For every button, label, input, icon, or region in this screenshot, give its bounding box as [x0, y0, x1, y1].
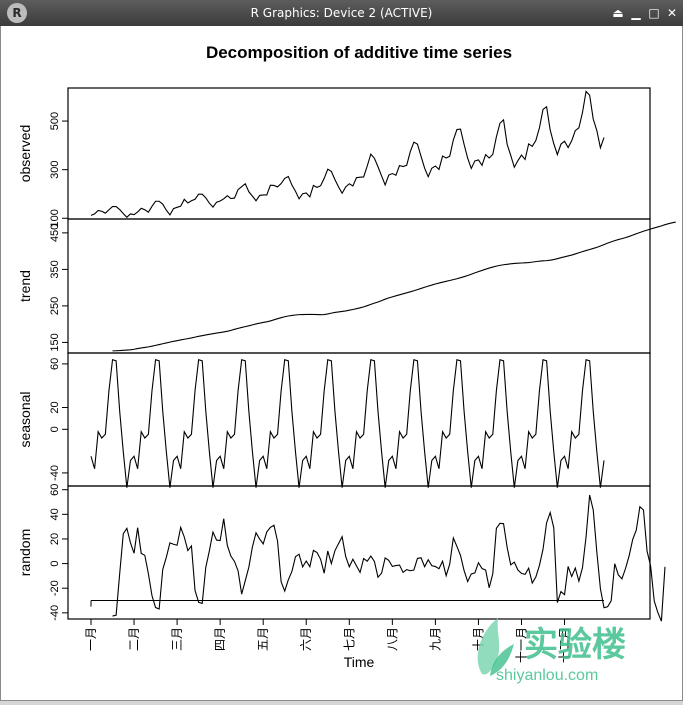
trend-y-tick-label: 150 [49, 333, 61, 351]
trend-line [112, 221, 676, 352]
observed-y-tick-label: 500 [49, 112, 61, 130]
minimize-icon[interactable]: ▁ [631, 6, 641, 20]
x-axis: 一月 二月 三月 四月 五月 六月 七月 八月 九月 十月 十一月 十二月 [84, 619, 572, 663]
x-tick-label: 六月 [299, 627, 313, 651]
observed-y-tick-label: 300 [49, 160, 61, 178]
plot-area: Decomposition of additive time series 10… [0, 26, 683, 701]
x-tick-label: 十二月 [558, 627, 572, 663]
random-y-label: random [17, 529, 33, 576]
close-icon[interactable]: ✕ [666, 6, 678, 20]
seasonal-frame [67, 352, 651, 487]
panel-trend: 150 250 350 450 trend [17, 218, 676, 354]
seasonal-line [90, 359, 605, 488]
x-tick-label: 四月 [213, 627, 227, 651]
panel-random: -40 -20 0 20 40 60 random [17, 484, 666, 622]
seasonal-y-label: seasonal [17, 391, 33, 447]
observed-y-axis: 100 300 500 [49, 112, 68, 227]
x-tick-label: 八月 [385, 627, 399, 651]
r-logo-icon: R [7, 3, 27, 23]
random-y-axis: -40 -20 0 20 40 60 [49, 484, 68, 621]
random-y-tick-label: 60 [49, 484, 61, 496]
x-tick-label: 二月 [127, 627, 141, 651]
random-y-tick-label: 20 [49, 533, 61, 545]
random-y-tick-label: 40 [49, 508, 61, 520]
window-title: R Graphics: Device 2 (ACTIVE) [250, 6, 433, 20]
chart-title: Decomposition of additive time series [206, 43, 512, 62]
trend-y-label: trend [17, 270, 33, 302]
maximize-icon[interactable]: □ [648, 6, 660, 20]
x-tick-label: 五月 [256, 627, 270, 651]
title-bar[interactable]: R R Graphics: Device 2 (ACTIVE) ⏏ ▁ □ ✕ [0, 0, 683, 26]
observed-line [90, 90, 605, 219]
seasonal-y-tick-label: -40 [49, 465, 61, 481]
seasonal-y-tick-label: 0 [49, 426, 61, 432]
x-tick-label: 十月 [471, 627, 485, 651]
trend-y-tick-label: 450 [49, 224, 61, 242]
x-tick-label: 九月 [428, 627, 442, 651]
trend-y-axis: 150 250 350 450 [49, 224, 68, 352]
x-tick-label: 一月 [84, 627, 98, 651]
seasonal-y-tick-label: 20 [49, 401, 61, 413]
random-y-tick-label: -20 [49, 580, 61, 596]
random-y-tick-label: 0 [49, 561, 61, 567]
trend-frame [67, 218, 651, 354]
panels-group: 100 300 500 observed 150 250 350 450 trend -40 0 20… [17, 87, 676, 622]
trend-y-tick-label: 250 [49, 297, 61, 315]
observed-y-label: observed [17, 125, 33, 183]
random-line [112, 494, 666, 622]
x-tick-label: 三月 [170, 627, 184, 651]
seasonal-y-axis: -40 0 20 60 [49, 358, 68, 481]
panel-observed: 100 300 500 observed [17, 87, 651, 227]
x-axis-label: Time [344, 654, 375, 670]
observed-frame [67, 87, 651, 220]
shade-icon[interactable]: ⏏ [612, 6, 624, 20]
trend-y-tick-label: 350 [49, 260, 61, 278]
random-frame [67, 485, 651, 620]
random-y-tick-label: -40 [49, 605, 61, 621]
seasonal-y-tick-label: 60 [49, 358, 61, 370]
decomposition-chart: Decomposition of additive time series 10… [17, 43, 676, 670]
panel-seasonal: -40 0 20 60 seasonal [17, 352, 651, 488]
x-tick-label: 七月 [342, 627, 356, 651]
observed-y-tick-label: 100 [49, 209, 61, 227]
x-tick-label: 十一月 [514, 627, 528, 663]
